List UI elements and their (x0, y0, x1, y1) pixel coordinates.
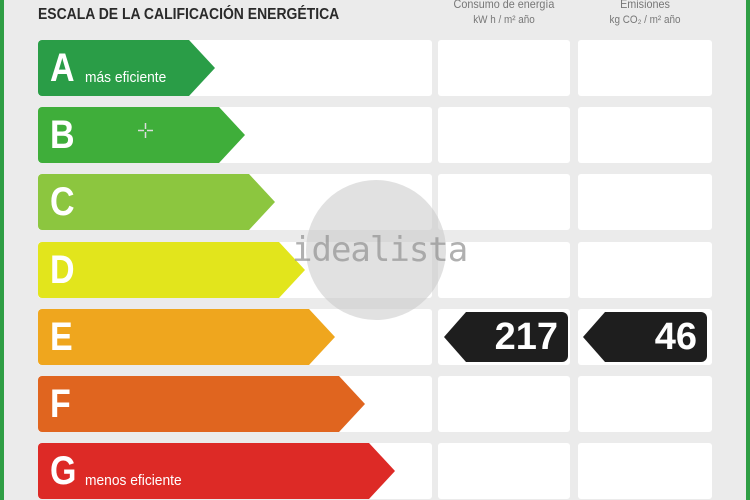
energy-cell (438, 107, 570, 163)
emissions-cell (578, 40, 712, 96)
rating-arrow-a: A más eficiente (38, 40, 215, 96)
rating-letter: D (50, 248, 75, 292)
rating-arrow-c: C (38, 174, 275, 230)
emissions-column-header: Emisiones kg CO₂ / m² año (585, 0, 706, 28)
watermark-text: idealista (292, 230, 468, 270)
energy-value-badge: 217 (444, 312, 568, 362)
emissions-column-unit: kg CO₂ / m² año (609, 14, 681, 26)
emissions-cell (578, 376, 712, 432)
rating-arrow-d: D (38, 242, 305, 298)
rating-row-g: G menos eficiente (0, 443, 750, 499)
rating-row-a: A más eficiente (0, 40, 750, 96)
energy-cell (438, 40, 570, 96)
emissions-cell (578, 242, 712, 298)
rating-letter: C (50, 180, 75, 224)
watermark-logo (306, 180, 446, 320)
crosshair-cursor-icon (138, 123, 153, 138)
energy-column-label: Consumo de energía (453, 0, 555, 11)
rating-row-f: F (0, 376, 750, 432)
emissions-cell (578, 174, 712, 230)
rating-arrow-f: F (38, 376, 365, 432)
rating-row-b: B (0, 107, 750, 163)
rating-letter: B (50, 113, 75, 157)
rating-note: más eficiente (85, 69, 167, 86)
energy-cell (438, 376, 570, 432)
label-title: ESCALA DE LA CALIFICACIÓN ENERGÉTICA (38, 6, 340, 23)
energy-column-header: Consumo de energía kW h / m² año (445, 0, 564, 28)
rating-letter: A (50, 46, 75, 90)
emissions-cell (578, 443, 712, 499)
emissions-value-badge: 46 (583, 312, 707, 362)
energy-column-unit: kW h / m² año (473, 14, 535, 26)
rating-letter: F (50, 382, 71, 426)
energy-cell (438, 242, 570, 298)
rating-arrow-b: B (38, 107, 245, 163)
emissions-cell (578, 107, 712, 163)
energy-cell (438, 174, 570, 230)
rating-row-e: E 217 46 (0, 309, 750, 365)
rating-letter: G (50, 449, 77, 493)
rating-arrow-e: E (38, 309, 335, 365)
energy-cell (438, 443, 570, 499)
rating-note: menos eficiente (85, 472, 182, 489)
emissions-column-label: Emisiones (620, 0, 670, 11)
rating-letter: E (50, 315, 73, 359)
rating-arrow-g: G menos eficiente (38, 443, 395, 499)
